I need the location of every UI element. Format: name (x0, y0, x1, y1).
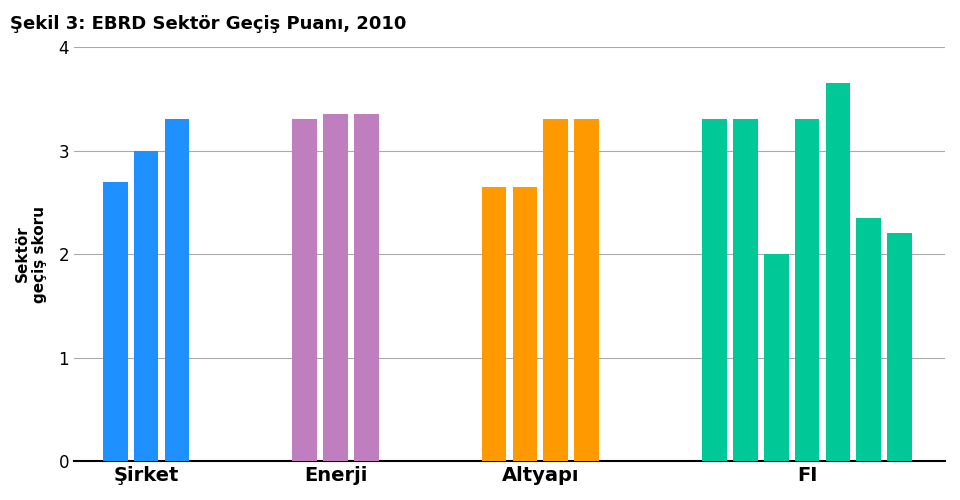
Text: Şekil 3: EBRD Sektör Geçiş Puanı, 2010: Şekil 3: EBRD Sektör Geçiş Puanı, 2010 (10, 15, 406, 33)
Bar (574, 120, 599, 461)
Bar (164, 120, 189, 461)
Bar (543, 120, 568, 461)
Bar (354, 114, 379, 461)
Bar (702, 120, 727, 461)
Bar (103, 182, 128, 461)
Bar (292, 120, 317, 461)
Bar (513, 187, 538, 461)
Bar (795, 120, 820, 461)
Bar (856, 218, 881, 461)
Y-axis label: Sektör
geçiş skoru: Sektör geçiş skoru (15, 206, 47, 302)
Bar (826, 83, 851, 461)
Bar (887, 234, 912, 461)
Bar (732, 120, 757, 461)
Bar (764, 254, 788, 461)
Bar (482, 187, 507, 461)
Bar (324, 114, 348, 461)
Bar (133, 150, 158, 461)
